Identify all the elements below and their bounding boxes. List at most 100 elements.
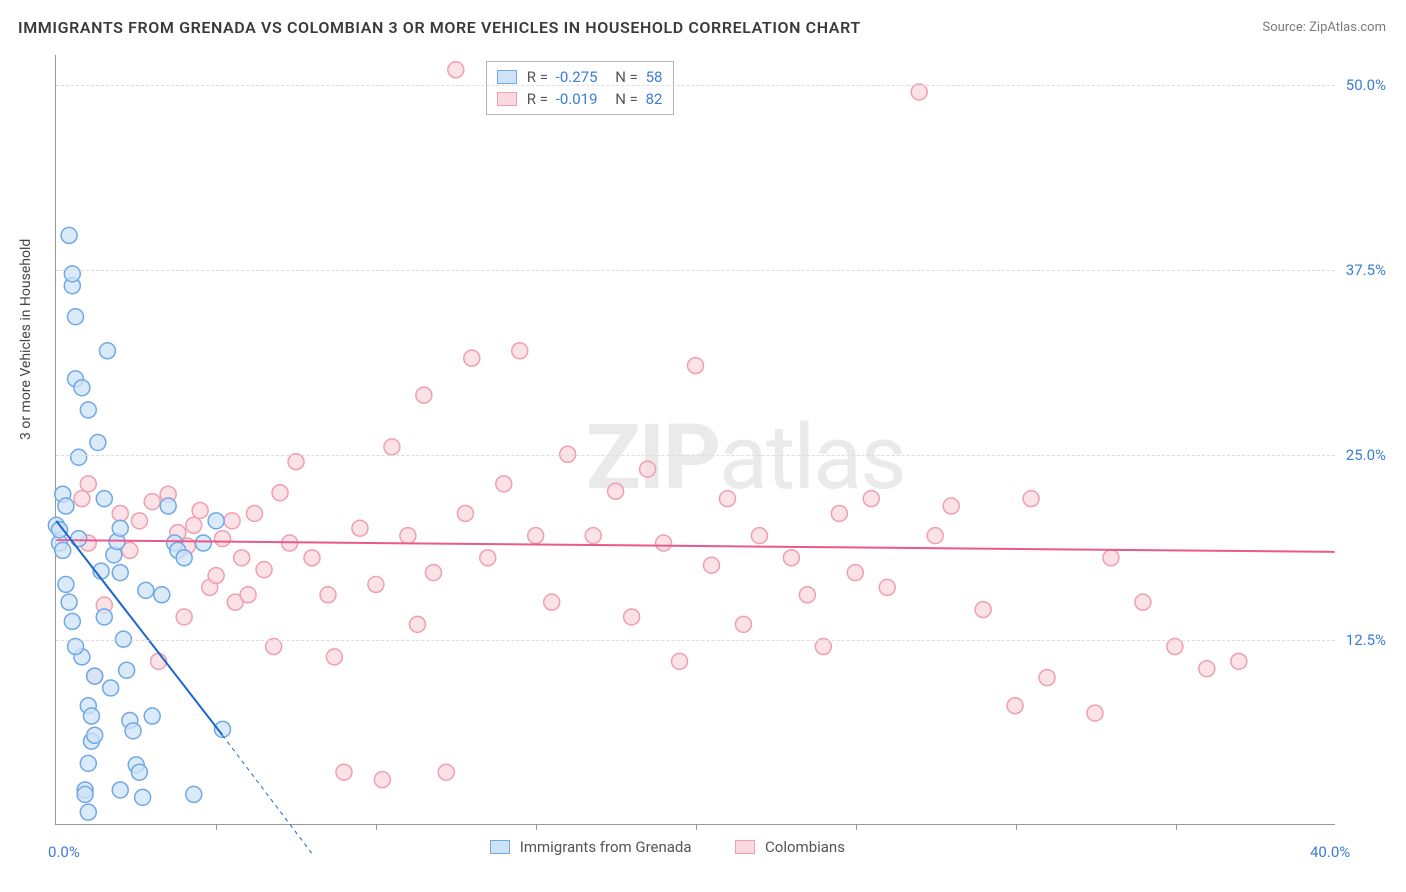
point-grenada: [176, 550, 192, 566]
point-grenada: [90, 434, 106, 450]
x-tick-max: 40.0%: [1310, 843, 1350, 861]
point-grenada: [112, 565, 128, 581]
point-grenada: [144, 708, 160, 724]
point-grenada: [83, 708, 99, 724]
point-grenada: [195, 535, 211, 551]
point-colombians: [438, 764, 454, 780]
point-grenada: [55, 542, 71, 558]
point-colombians: [943, 498, 959, 514]
point-colombians: [719, 491, 735, 507]
point-grenada: [68, 309, 84, 325]
point-colombians: [374, 772, 390, 788]
legend-label-grenada: Immigrants from Grenada: [520, 838, 692, 856]
point-colombians: [336, 764, 352, 780]
point-colombians: [815, 639, 831, 655]
point-grenada: [71, 531, 87, 547]
point-grenada: [77, 786, 93, 802]
point-colombians: [975, 602, 991, 618]
y-tick-label: 25.0%: [1346, 446, 1386, 464]
point-grenada: [58, 576, 74, 592]
point-colombians: [80, 476, 96, 492]
point-colombians: [1007, 698, 1023, 714]
y-axis-label: 3 or more Vehicles in Household: [18, 239, 34, 440]
point-grenada: [80, 402, 96, 418]
point-grenada: [208, 513, 224, 529]
x-tick-min: 0.0%: [48, 843, 80, 861]
point-colombians: [1087, 705, 1103, 721]
point-grenada: [103, 680, 119, 696]
point-colombians: [496, 476, 512, 492]
point-colombians: [847, 565, 863, 581]
swatch-grenada-b: [490, 840, 510, 854]
gridline-h: [56, 85, 1335, 86]
point-grenada: [58, 498, 74, 514]
point-colombians: [192, 502, 208, 518]
plot-svg: [56, 55, 1335, 824]
x-tick: [856, 824, 857, 830]
trendline-ext-grenada: [223, 735, 312, 853]
point-colombians: [640, 461, 656, 477]
point-grenada: [119, 662, 135, 678]
point-colombians: [512, 343, 528, 359]
correlation-legend: R = -0.275 N = 58 R = -0.019 N = 82: [486, 61, 674, 115]
point-colombians: [585, 528, 601, 544]
point-grenada: [74, 380, 90, 396]
point-grenada: [68, 639, 84, 655]
point-colombians: [751, 528, 767, 544]
point-colombians: [320, 587, 336, 603]
y-tick-label: 12.5%: [1346, 631, 1386, 649]
y-tick-label: 50.0%: [1346, 76, 1386, 94]
point-colombians: [480, 550, 496, 566]
point-grenada: [96, 491, 112, 507]
point-grenada: [112, 782, 128, 798]
point-colombians: [863, 491, 879, 507]
point-colombians: [1135, 594, 1151, 610]
y-tick-label: 37.5%: [1346, 261, 1386, 279]
point-colombians: [208, 568, 224, 584]
point-colombians: [528, 528, 544, 544]
point-colombians: [400, 528, 416, 544]
point-colombians: [256, 562, 272, 578]
x-tick: [536, 824, 537, 830]
point-colombians: [608, 483, 624, 499]
point-colombians: [215, 531, 231, 547]
point-colombians: [304, 550, 320, 566]
point-colombians: [448, 62, 464, 78]
n-value-colombians: 82: [646, 90, 663, 108]
point-colombians: [735, 616, 751, 632]
point-grenada: [99, 343, 115, 359]
chart-title: IMMIGRANTS FROM GRENADA VS COLOMBIAN 3 O…: [18, 18, 861, 37]
n-value-grenada: 58: [646, 68, 663, 86]
point-colombians: [131, 513, 147, 529]
point-grenada: [154, 587, 170, 603]
point-colombians: [266, 639, 282, 655]
point-colombians: [672, 653, 688, 669]
point-colombians: [927, 528, 943, 544]
point-colombians: [1167, 639, 1183, 655]
source-attribution: Source: ZipAtlas.com: [1262, 20, 1386, 35]
point-grenada: [112, 520, 128, 536]
point-colombians: [409, 616, 425, 632]
point-grenada: [64, 613, 80, 629]
point-colombians: [144, 494, 160, 510]
legend-label-colombians: Colombians: [765, 838, 845, 856]
point-colombians: [272, 485, 288, 501]
point-colombians: [1103, 550, 1119, 566]
point-grenada: [160, 498, 176, 514]
point-colombians: [799, 587, 815, 603]
point-grenada: [61, 227, 77, 243]
point-colombians: [416, 387, 432, 403]
point-grenada: [138, 582, 154, 598]
point-colombians: [240, 587, 256, 603]
point-colombians: [624, 609, 640, 625]
point-grenada: [96, 609, 112, 625]
swatch-colombians-b: [735, 840, 755, 854]
point-colombians: [879, 579, 895, 595]
point-colombians: [352, 520, 368, 536]
legend-row-colombians: R = -0.019 N = 82: [497, 88, 663, 110]
n-label: N =: [615, 90, 638, 108]
point-grenada: [135, 789, 151, 805]
point-colombians: [384, 439, 400, 455]
point-colombians: [234, 550, 250, 566]
n-label: N =: [615, 68, 638, 86]
